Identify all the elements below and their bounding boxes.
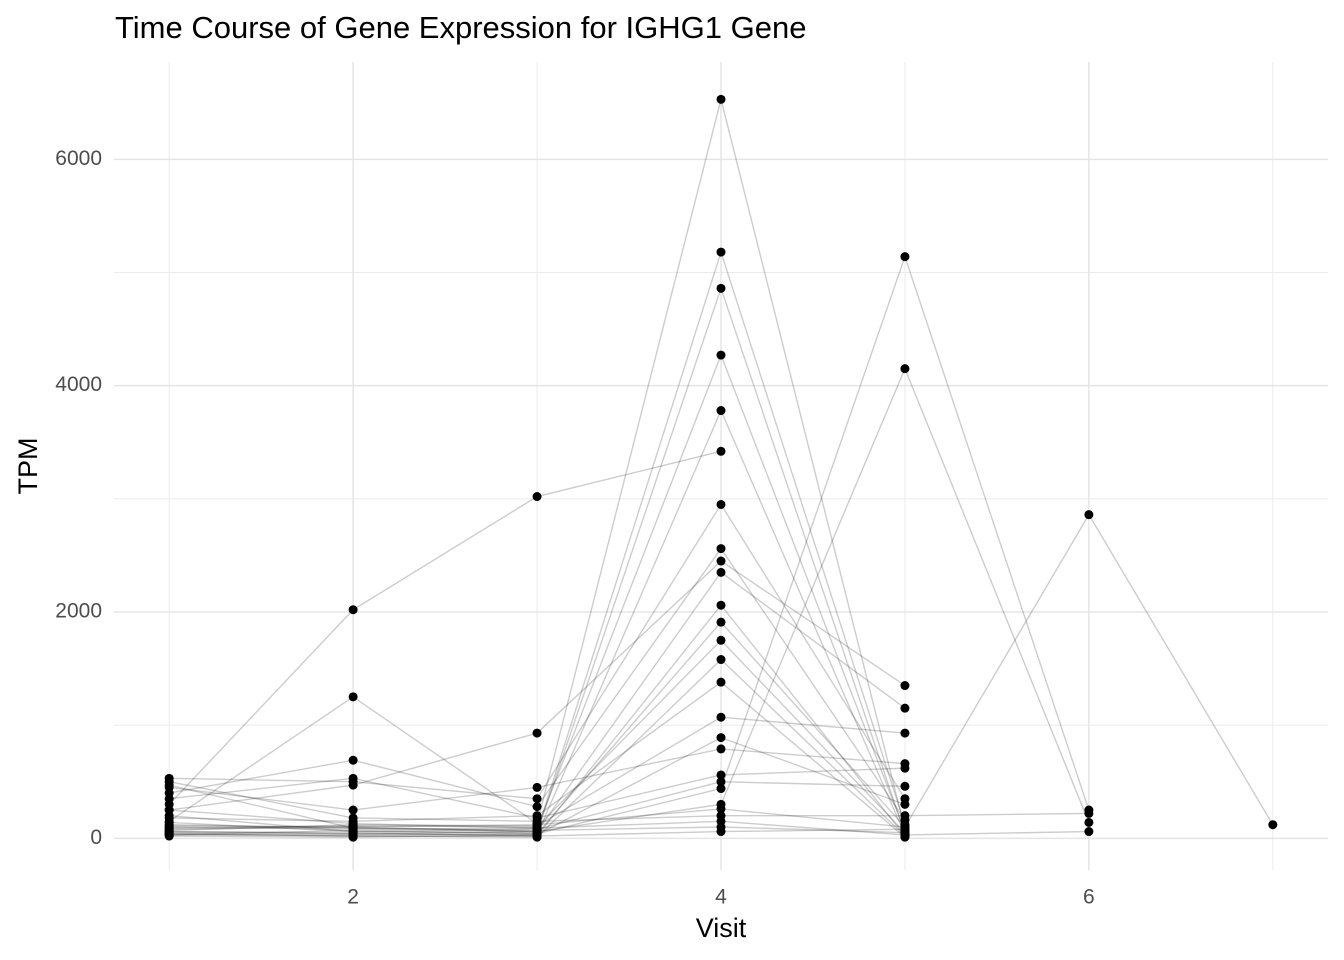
y-tick-label: 2000	[55, 600, 102, 623]
data-point	[716, 94, 726, 104]
data-point	[716, 804, 726, 814]
data-point	[716, 655, 726, 665]
data-point	[716, 744, 726, 754]
series-line	[169, 254, 1090, 836]
data-point	[900, 681, 910, 691]
data-point	[716, 635, 726, 645]
x-tick-label: 4	[715, 886, 727, 909]
data-point	[716, 677, 726, 687]
data-point	[716, 777, 726, 787]
data-point	[716, 499, 726, 509]
series-line	[169, 809, 1089, 836]
x-axis-title: Visit	[696, 913, 747, 943]
data-point	[900, 811, 910, 821]
y-tick-label: 6000	[55, 147, 102, 170]
data-point	[164, 805, 174, 815]
data-point	[532, 802, 542, 812]
data-point	[716, 600, 726, 610]
data-point	[348, 755, 358, 765]
data-point	[716, 247, 726, 257]
y-tick-label: 4000	[55, 373, 102, 396]
data-point	[348, 780, 358, 790]
series-line	[168, 450, 722, 805]
data-point	[716, 556, 726, 566]
x-tick-label: 6	[1083, 886, 1095, 909]
data-point	[900, 728, 910, 738]
data-point	[716, 822, 726, 832]
data-point	[900, 364, 910, 374]
data-point	[716, 733, 726, 743]
x-tick-label: 2	[347, 886, 359, 909]
data-point	[716, 567, 726, 577]
data-point	[1084, 808, 1094, 818]
chart-title: Time Course of Gene Expression for IGHG1…	[115, 10, 806, 45]
data-point	[716, 350, 726, 360]
data-point	[532, 825, 542, 835]
data-point	[348, 831, 358, 841]
data-point	[716, 784, 726, 794]
data-point	[900, 252, 910, 262]
data-point	[348, 773, 358, 783]
data-point	[1268, 820, 1278, 830]
data-point	[164, 821, 174, 831]
data-point	[1084, 817, 1094, 827]
series-line	[169, 366, 1090, 835]
data-point	[716, 406, 726, 416]
data-point	[532, 794, 542, 804]
data-point	[532, 728, 542, 738]
y-tick-label: 0	[90, 826, 102, 849]
data-point	[348, 805, 358, 815]
data-point	[348, 692, 358, 702]
data-point	[1084, 827, 1094, 837]
data-point	[164, 780, 174, 790]
data-point	[348, 605, 358, 615]
grid	[114, 62, 1328, 870]
y-axis-title: TPM	[13, 438, 43, 495]
points	[164, 94, 1278, 842]
data-point	[532, 816, 542, 826]
data-point	[716, 770, 726, 780]
data-point	[900, 781, 910, 791]
data-point	[900, 703, 910, 713]
data-point	[716, 712, 726, 722]
data-point	[716, 617, 726, 627]
data-point	[900, 763, 910, 773]
data-point	[716, 544, 726, 554]
data-point	[164, 829, 174, 839]
series-line	[169, 781, 1089, 823]
data-point	[716, 446, 726, 456]
data-point	[348, 823, 358, 833]
data-point	[532, 492, 542, 502]
data-point	[1084, 510, 1094, 520]
data-point	[716, 283, 726, 293]
data-point	[164, 794, 174, 804]
data-point	[532, 782, 542, 792]
data-point	[900, 828, 910, 838]
data-point	[900, 799, 910, 809]
